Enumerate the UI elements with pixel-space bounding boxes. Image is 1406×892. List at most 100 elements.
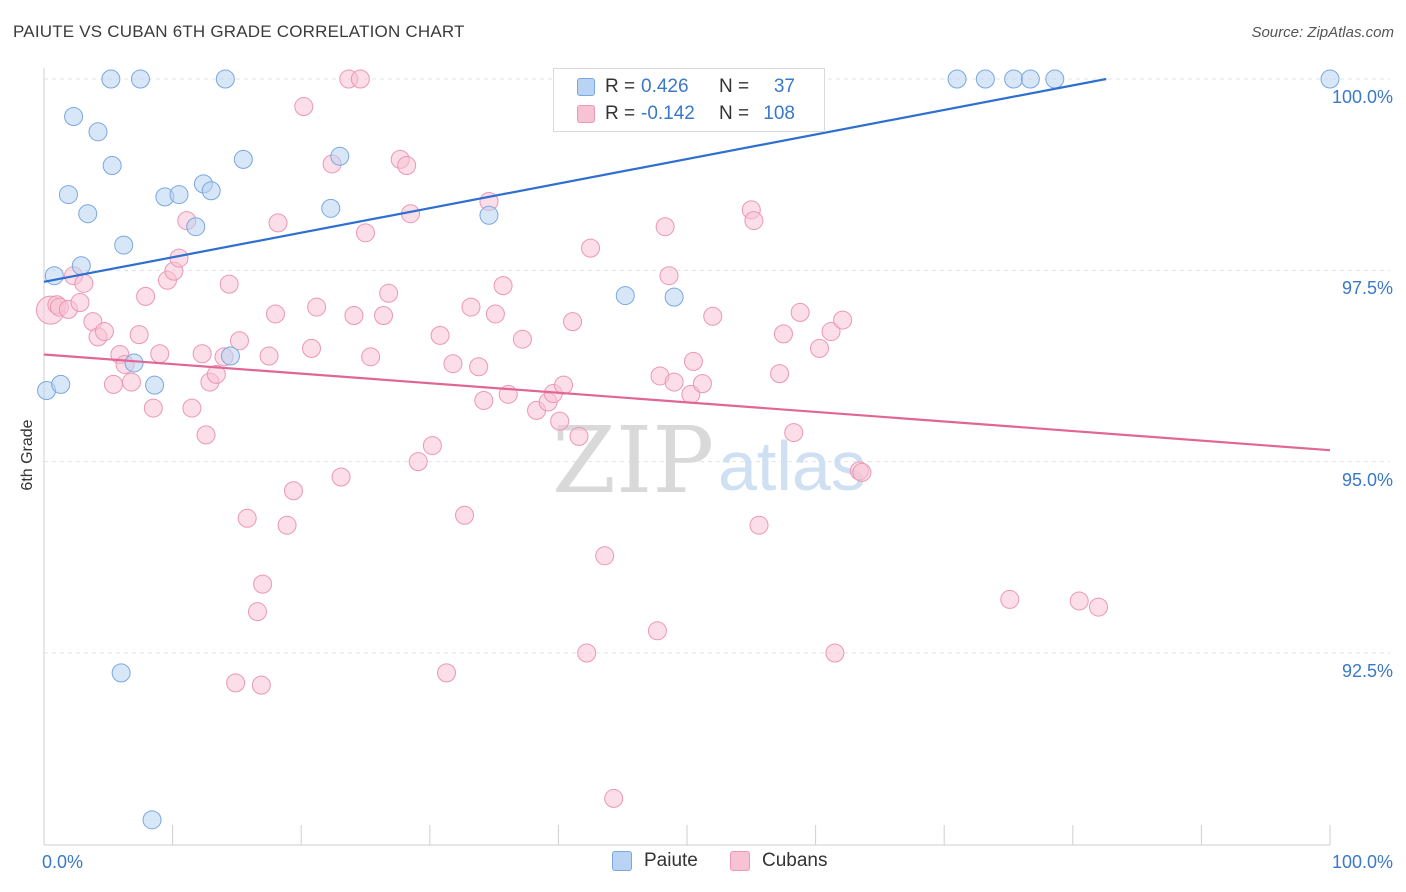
paiute-point — [78, 204, 98, 224]
cubans-point — [219, 274, 239, 294]
cubans-point — [647, 621, 667, 641]
cubans-point — [784, 423, 804, 443]
bottom-legend-label-cubans: Cubans — [762, 850, 828, 871]
cubans-point — [469, 357, 489, 377]
cubans-point — [563, 312, 583, 332]
cubans-point — [703, 306, 723, 326]
cubans-point — [554, 375, 574, 395]
cubans-point — [331, 467, 351, 487]
cubans-point — [692, 374, 712, 394]
paiute-point — [220, 346, 240, 366]
paiute-point — [215, 69, 235, 89]
cubans-point — [136, 286, 156, 306]
cubans-point — [361, 347, 381, 367]
bottom-legend-swatch-cubans — [730, 851, 750, 871]
cubans-point — [821, 322, 841, 342]
cubans-point — [790, 302, 810, 322]
x-tick-label: 0.0% — [42, 852, 84, 872]
cubans-point — [251, 675, 271, 695]
legend-r-label: R = — [605, 76, 636, 97]
legend-n-label: N = — [719, 76, 750, 97]
cubans-point — [773, 324, 793, 344]
cubans-point — [277, 515, 297, 535]
cubans-point — [581, 238, 601, 258]
legend-r-value: 0.426 — [641, 76, 689, 97]
y-tick-label: 95.0% — [1341, 469, 1393, 490]
cubans-point — [307, 297, 327, 317]
bottom-legend-swatch-paiute — [612, 851, 632, 871]
legend-n-value: 37 — [773, 76, 795, 97]
legend-r-label: R = — [605, 103, 636, 124]
cubans-point — [770, 364, 790, 384]
cubans-point — [512, 329, 532, 349]
cubans-point — [577, 643, 597, 663]
chart-title: PAIUTE VS CUBAN 6TH GRADE CORRELATION CH… — [13, 22, 465, 41]
paiute-point — [664, 287, 684, 307]
paiute-point — [71, 256, 91, 276]
cubans-point — [74, 273, 94, 293]
paiute-trend-line — [43, 77, 1107, 283]
paiute-point — [102, 155, 122, 175]
cubans-point — [569, 426, 589, 446]
legend-swatch-paiute — [577, 78, 595, 96]
cubans-point — [683, 351, 703, 371]
axes — [43, 68, 1331, 846]
source-label: Source: ZipAtlas.com — [1251, 24, 1394, 41]
y-tick-label: 92.5% — [1341, 661, 1393, 681]
legend-row-cubans: R = -0.142 N = 108 — [554, 99, 795, 129]
cubans-point — [121, 372, 141, 392]
cubans-point — [192, 344, 212, 364]
cubans-point — [237, 508, 257, 528]
cubans-point — [744, 211, 764, 231]
cubans-points — [35, 69, 1109, 808]
bottom-legend-paiute: Paiute — [612, 850, 698, 872]
paiute-point — [64, 107, 84, 127]
paiute-point — [201, 181, 221, 201]
cubans-point — [294, 97, 314, 117]
cubans-point — [229, 331, 249, 351]
cubans-point — [103, 374, 123, 394]
legend-swatch-cubans — [577, 105, 595, 123]
bottom-legend-label-paiute: Paiute — [644, 850, 698, 871]
legend-n-label: N = — [719, 103, 750, 124]
cubans-point — [852, 462, 872, 482]
legend-n-value: 108 — [763, 103, 795, 124]
cubans-point — [833, 310, 853, 330]
paiute-point — [130, 69, 150, 89]
y-tick-label: 100.0% — [1331, 87, 1393, 107]
cubans-point — [655, 217, 675, 237]
cubans-point — [259, 346, 279, 366]
cubans-point — [374, 305, 394, 325]
cubans-point — [247, 602, 267, 622]
paiute-point — [321, 198, 341, 218]
paiute-point — [479, 205, 499, 225]
cubans-point — [182, 398, 202, 418]
cubans-point — [664, 372, 684, 392]
cubans-point — [749, 515, 769, 535]
paiute-point — [101, 69, 121, 89]
trendlines — [43, 77, 1331, 452]
cubans-point — [825, 643, 845, 663]
cubans-point — [455, 505, 475, 525]
paiute-point — [51, 374, 71, 394]
cubans-point — [350, 69, 370, 89]
cubans-point — [550, 411, 570, 431]
cubans-point — [344, 305, 364, 325]
cubans-point — [268, 213, 288, 233]
paiute-point — [1045, 69, 1065, 89]
paiute-point — [330, 146, 350, 166]
cubans-point — [809, 338, 829, 358]
x-tick-label: 100.0% — [1331, 852, 1393, 872]
cubans-point — [493, 276, 513, 296]
cubans-point — [461, 297, 481, 317]
paiute-point — [975, 69, 995, 89]
cubans-point — [265, 304, 285, 324]
cubans-point — [397, 155, 417, 175]
paiute-point — [615, 286, 635, 306]
paiute-point — [142, 810, 162, 830]
cubans-point — [226, 673, 246, 693]
cubans-point — [283, 481, 303, 501]
paiute-point — [1020, 69, 1040, 89]
paiute-point — [88, 122, 108, 142]
cubans-point — [485, 304, 505, 324]
